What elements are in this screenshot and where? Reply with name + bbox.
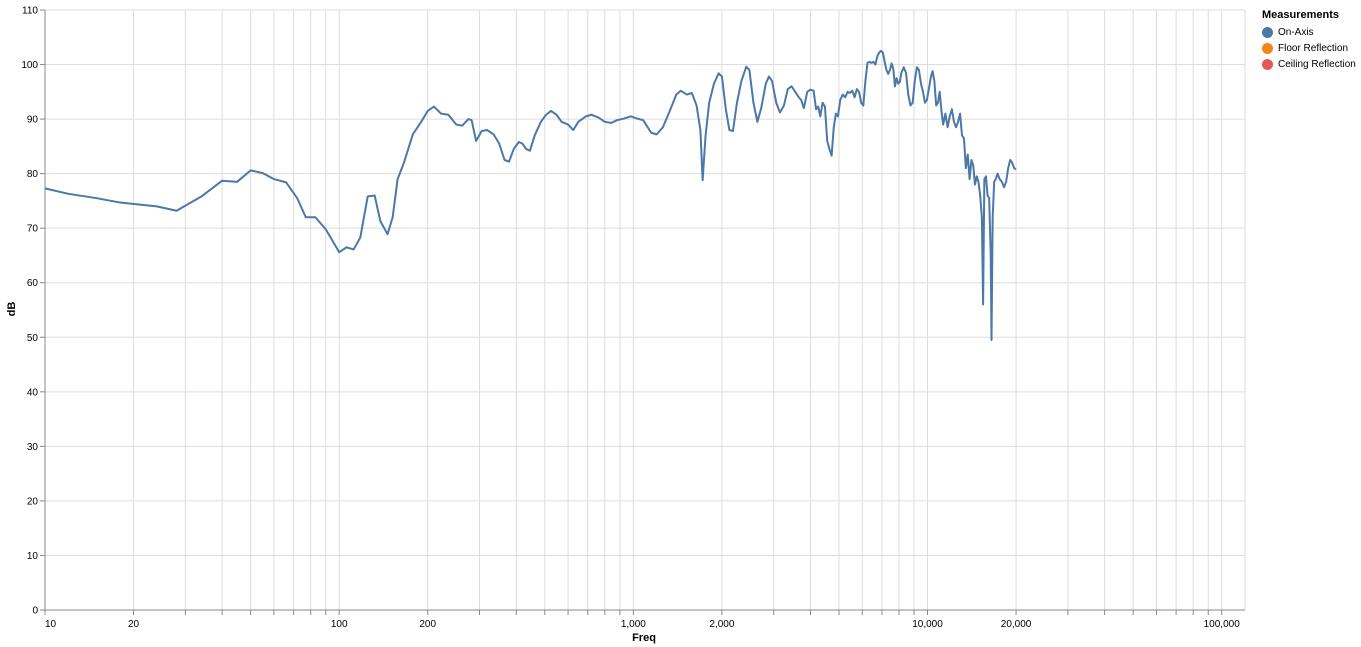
x-tick-label: 20,000 [1001, 619, 1032, 630]
y-tick-label: 80 [27, 169, 39, 180]
y-tick-label: 70 [27, 224, 39, 235]
x-tick-label: 10 [45, 619, 57, 630]
legend: Measurements On-Axis Floor Reflection Ce… [1262, 9, 1356, 72]
y-tick-label: 10 [27, 551, 39, 562]
series-lines [44, 49, 1017, 341]
axes: 0 10 20 30 40 50 60 70 80 90 100 110 10 20 100 200 1,000… [21, 6, 1245, 630]
legend-item-ceiling-reflection[interactable]: Ceiling Reflection [1262, 56, 1356, 72]
x-tick-label: 20 [128, 619, 140, 630]
x-tick-label: 200 [419, 619, 436, 630]
y-tick-label: 50 [27, 333, 39, 344]
series-line-on-axis [44, 49, 1017, 341]
y-tick-label: 110 [22, 6, 38, 17]
x-tick-label: 1,000 [621, 619, 646, 630]
y-tick-label: 0 [32, 606, 38, 617]
y-tick-label: 100 [21, 60, 38, 71]
legend-title: Measurements [1262, 9, 1340, 21]
legend-swatch-on-axis [1262, 26, 1273, 38]
legend-swatch-floor-reflection [1262, 42, 1273, 54]
legend-swatch-ceiling-reflection [1262, 58, 1273, 70]
grid [44, 9, 1246, 611]
x-tick-label: 10,000 [912, 619, 943, 630]
legend-label-on-axis: On-Axis [1278, 26, 1314, 38]
y-tick-label: 20 [27, 496, 39, 507]
y-tick-label: 30 [27, 442, 39, 453]
x-tick-label: 2,000 [709, 619, 734, 630]
y-axis-title: dB [6, 302, 18, 317]
legend-label-ceiling-reflection: Ceiling Reflection [1278, 58, 1356, 70]
y-tick-label: 60 [27, 278, 39, 289]
legend-item-floor-reflection[interactable]: Floor Reflection [1262, 40, 1356, 56]
x-tick-label: 100 [331, 619, 348, 630]
y-tick-label: 90 [27, 115, 39, 126]
legend-item-on-axis[interactable]: On-Axis [1262, 24, 1356, 40]
y-tick-label: 40 [27, 387, 39, 398]
x-axis-title: Freq [632, 632, 656, 644]
x-tick-label: 100,000 [1204, 619, 1241, 630]
legend-label-floor-reflection: Floor Reflection [1278, 42, 1349, 54]
